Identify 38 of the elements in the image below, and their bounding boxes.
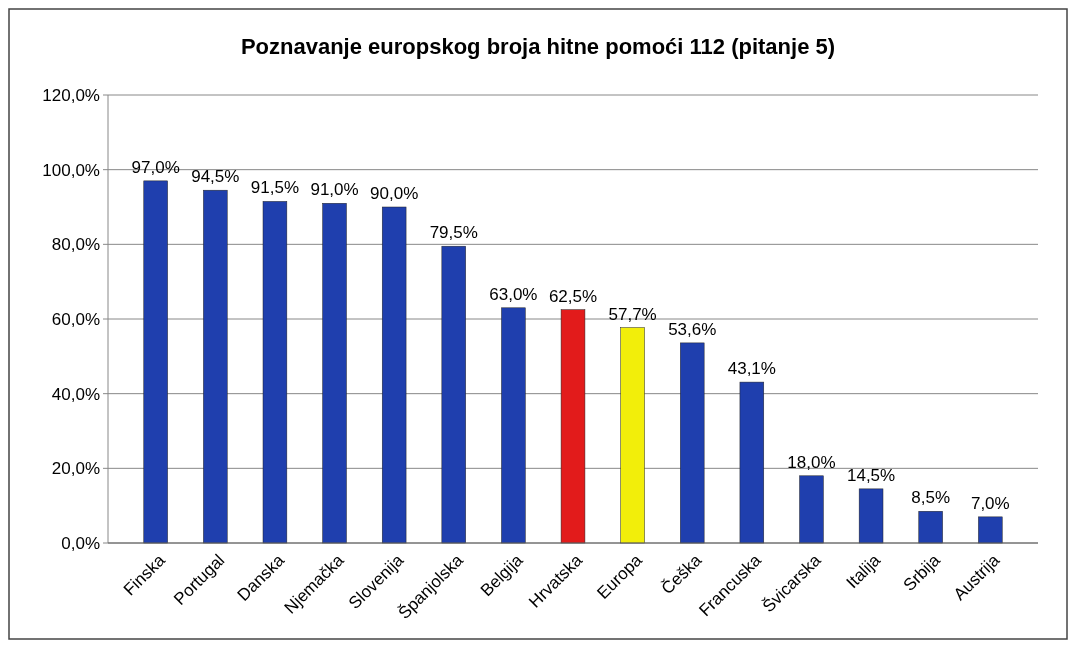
y-tick-label: 20,0%: [51, 459, 100, 479]
bar: [858, 488, 884, 544]
data-label: 91,5%: [250, 178, 300, 198]
y-tick-label: 0,0%: [61, 533, 100, 553]
data-label: 94,5%: [191, 167, 240, 187]
data-label: 7,0%: [970, 493, 1010, 513]
bar: [143, 180, 168, 544]
data-label: 63,0%: [489, 284, 538, 304]
data-label: 57,7%: [608, 304, 657, 324]
data-label: 91,0%: [310, 180, 359, 200]
bar: [620, 327, 645, 544]
data-label: 62,5%: [548, 286, 598, 306]
data-label: 18,0%: [787, 452, 836, 472]
bar: [262, 201, 288, 544]
bar: [381, 206, 407, 544]
bar: [501, 307, 526, 544]
y-tick-label: 60,0%: [51, 309, 100, 329]
bar: [978, 516, 1003, 544]
bar: [799, 475, 824, 544]
data-label: 8,5%: [911, 488, 951, 508]
data-label: 53,6%: [668, 319, 717, 339]
y-tick-label: 40,0%: [51, 384, 100, 404]
bar: [203, 189, 228, 544]
bar: [680, 342, 705, 544]
data-label: 14,5%: [846, 465, 896, 485]
chart-title: Poznavanje europskog broja hitne pomoći 112 (pitanje 5): [240, 34, 836, 59]
y-tick-label: 100,0%: [42, 160, 100, 180]
bar: [441, 245, 466, 544]
bar: [560, 309, 586, 544]
bar: [322, 203, 347, 544]
y-tick-label: 120,0%: [42, 85, 100, 105]
data-label: 90,0%: [370, 184, 419, 203]
bar: [739, 381, 765, 544]
data-label: 97,0%: [131, 157, 180, 177]
data-label: 79,5%: [429, 223, 478, 243]
data-label: 43,1%: [727, 359, 776, 379]
bar: [918, 511, 943, 544]
y-tick-label: 80,0%: [51, 235, 100, 255]
